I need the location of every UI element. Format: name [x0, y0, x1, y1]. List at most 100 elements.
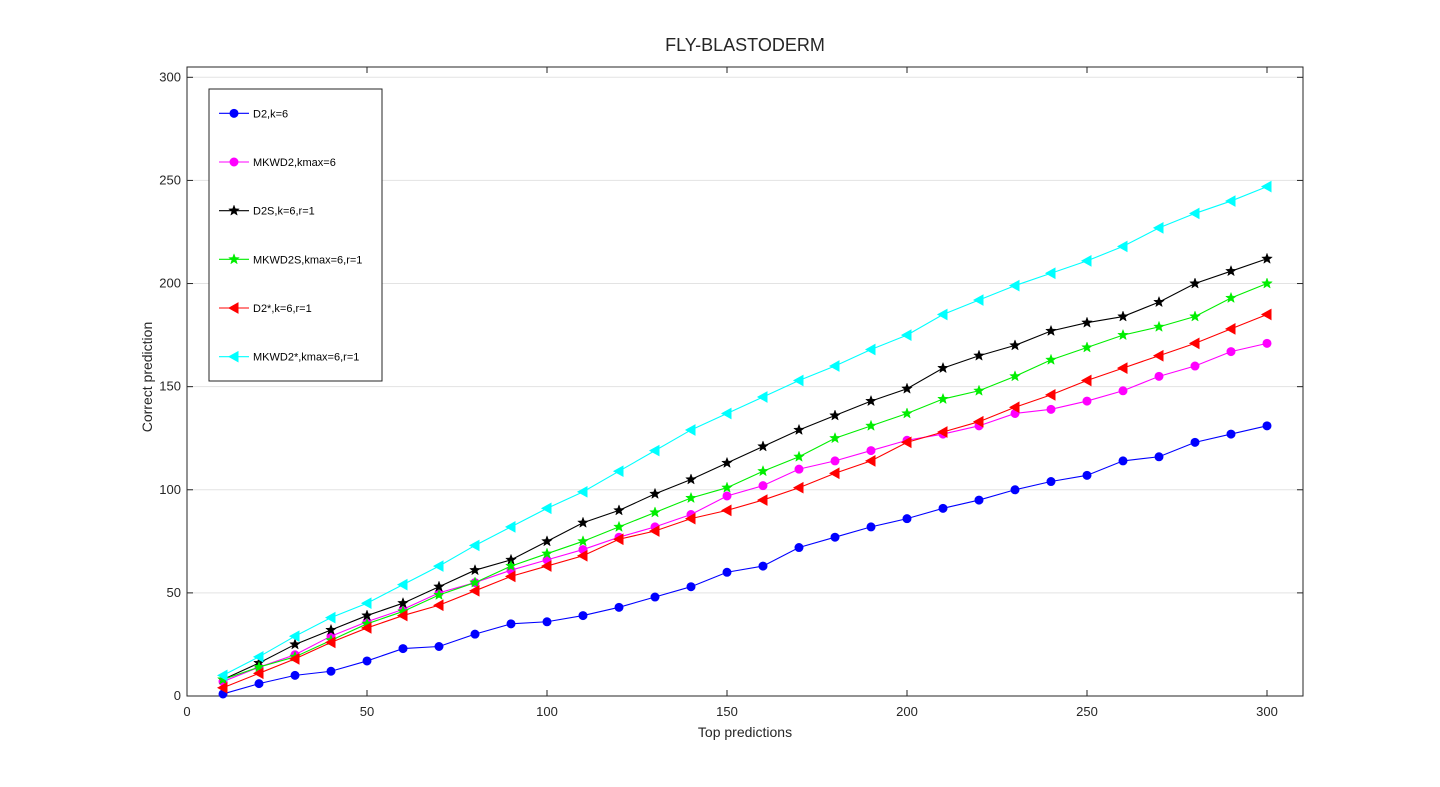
- series-1: [218, 421, 1272, 699]
- data-point: [396, 609, 408, 622]
- data-point: [254, 679, 264, 689]
- data-point: [973, 349, 985, 361]
- data-point: [794, 464, 804, 474]
- y-tick-label: 100: [159, 482, 181, 497]
- data-point: [1225, 291, 1237, 304]
- data-point: [1045, 353, 1057, 365]
- data-point: [541, 547, 553, 559]
- data-point: [720, 407, 732, 420]
- data-point: [1080, 374, 1092, 387]
- y-tick-label: 150: [159, 379, 181, 394]
- data-point: [576, 485, 588, 498]
- axes: 0 50 100 150 200 250 300 0 50 100 150 200 250 300: [159, 66, 1304, 719]
- series-group: [216, 180, 1273, 699]
- data-point: [1262, 421, 1272, 431]
- data-point: [1154, 371, 1164, 381]
- series-line: [222, 313, 1268, 689]
- data-point: [1224, 195, 1236, 207]
- data-point: [1189, 277, 1201, 289]
- data-point: [1190, 437, 1200, 447]
- data-point: [576, 549, 588, 562]
- data-point: [613, 520, 625, 532]
- legend-label: MKWD2S,kmax=6,r=1: [253, 254, 362, 266]
- data-point: [1118, 456, 1128, 466]
- data-point: [433, 588, 445, 600]
- legend-item: D2,k=6: [219, 108, 288, 120]
- data-point: [1010, 485, 1020, 495]
- legend-item: MKWD2S,kmax=6,r=1: [219, 253, 362, 266]
- data-point: [324, 636, 336, 649]
- legend-label: MKWD2*,kmax=6,r=1: [253, 352, 359, 364]
- data-point: [936, 426, 948, 438]
- data-point: [1226, 347, 1236, 357]
- data-point: [684, 424, 696, 436]
- data-point: [721, 456, 733, 468]
- legend-item: D2*,k=6,r=1: [219, 302, 312, 315]
- data-point: [794, 543, 804, 553]
- plot-frame: [186, 66, 1304, 697]
- data-point: [613, 504, 625, 516]
- legend-marker: [228, 204, 240, 216]
- data-point: [288, 653, 300, 665]
- series-line: [222, 283, 1268, 681]
- data-point: [432, 599, 444, 612]
- data-point: [1044, 389, 1056, 401]
- data-point: [505, 559, 517, 572]
- data-point: [1080, 255, 1092, 267]
- data-point: [685, 491, 697, 504]
- data-point: [973, 384, 985, 396]
- data-point: [504, 570, 516, 583]
- data-point: [1261, 277, 1273, 289]
- series-line: [222, 342, 1268, 683]
- data-point: [1045, 324, 1057, 337]
- data-point: [1117, 310, 1129, 322]
- data-point: [937, 392, 949, 405]
- data-point: [829, 431, 841, 444]
- legend-item: D2S,k=6,r=1: [219, 204, 315, 218]
- legend-marker: [228, 253, 240, 265]
- data-point: [1225, 264, 1237, 277]
- legend-marker: [229, 108, 239, 118]
- data-point: [504, 521, 516, 533]
- data-point: [434, 642, 444, 652]
- data-point: [614, 602, 624, 612]
- data-point: [468, 539, 480, 552]
- data-point: [542, 617, 552, 627]
- y-tick-label: 50: [167, 585, 181, 600]
- legend-marker: [229, 157, 239, 167]
- data-point: [252, 650, 264, 663]
- legend-marker: [227, 302, 239, 314]
- data-point: [396, 578, 408, 591]
- data-point: [1116, 362, 1128, 374]
- data-point: [1081, 316, 1093, 328]
- data-point: [1008, 401, 1020, 414]
- data-point: [900, 436, 912, 449]
- data-point: [1190, 361, 1200, 371]
- data-point: [792, 481, 804, 494]
- data-point: [649, 506, 661, 518]
- data-point: [865, 419, 877, 431]
- legend-label: D2,k=6: [253, 108, 288, 120]
- y-tick-label: 200: [159, 276, 181, 291]
- data-point: [469, 576, 481, 588]
- data-point: [685, 473, 697, 485]
- data-point: [360, 622, 372, 634]
- data-point: [1153, 320, 1165, 332]
- data-point: [648, 444, 660, 457]
- data-point: [866, 446, 876, 456]
- legend-label: D2*,k=6,r=1: [253, 303, 312, 315]
- data-point: [829, 409, 841, 421]
- data-point: [938, 503, 948, 513]
- x-tick-label: 0: [183, 704, 190, 719]
- x-tick-label: 300: [1256, 704, 1278, 719]
- x-tick-label: 50: [360, 704, 374, 719]
- data-point: [828, 360, 840, 372]
- data-point: [1044, 267, 1056, 280]
- data-point: [793, 450, 805, 462]
- data-point: [253, 660, 265, 673]
- data-point: [792, 374, 804, 387]
- data-point: [1262, 338, 1272, 348]
- data-point: [758, 481, 768, 491]
- legend-label: MKWD2,kmax=6: [253, 157, 336, 169]
